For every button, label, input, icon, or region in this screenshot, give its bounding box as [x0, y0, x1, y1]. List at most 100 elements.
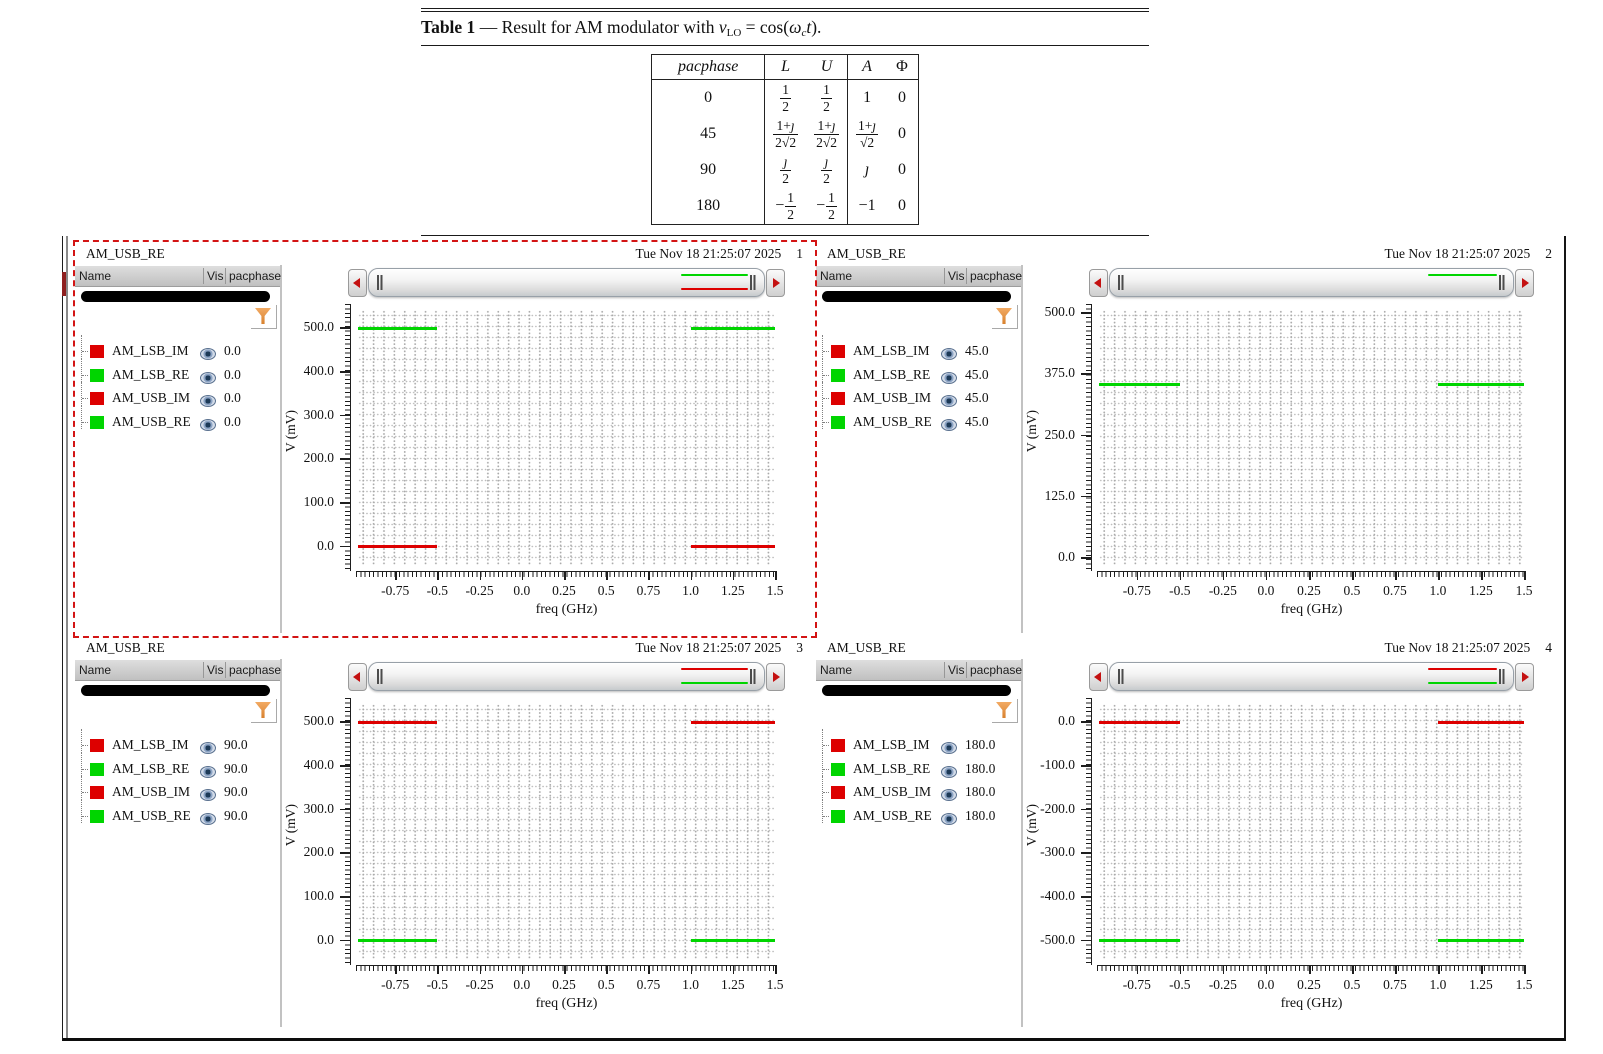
- scroll-right-arrow[interactable]: [1515, 663, 1534, 691]
- scroll-left-arrow[interactable]: [1089, 269, 1108, 297]
- scroll-right-arrow[interactable]: [766, 269, 785, 297]
- visibility-eye-icon[interactable]: [200, 395, 216, 407]
- signal-row[interactable]: AM_USB_IM 0.0: [81, 382, 278, 412]
- scrollbar-grip-right[interactable]: [1499, 275, 1501, 290]
- visibility-eye-icon[interactable]: [941, 395, 957, 407]
- collapsed-group-bar[interactable]: [81, 685, 270, 696]
- visibility-eye-icon[interactable]: [941, 371, 957, 384]
- waveform-trace[interactable]: [358, 326, 438, 330]
- scrollbar-track[interactable]: [1109, 662, 1514, 691]
- signal-color-swatch[interactable]: [831, 345, 845, 358]
- scrollbar[interactable]: [348, 661, 785, 691]
- signal-row[interactable]: AM_USB_RE 0.0: [81, 405, 278, 436]
- visibility-eye-icon[interactable]: [200, 812, 216, 825]
- signal-row[interactable]: AM_USB_IM 45.0: [822, 382, 1019, 412]
- signal-row[interactable]: AM_LSB_RE 180.0: [822, 752, 1019, 783]
- visibility-eye-icon[interactable]: [941, 812, 957, 825]
- waveform-trace[interactable]: [1437, 720, 1524, 724]
- scroll-left-arrow[interactable]: [1089, 663, 1108, 691]
- scrollbar-track[interactable]: [368, 268, 765, 297]
- legend-col-vis[interactable]: Vis: [207, 269, 224, 283]
- waveform-trace[interactable]: [1099, 939, 1180, 943]
- visibility-eye-icon[interactable]: [200, 789, 216, 801]
- visibility-eye-icon[interactable]: [941, 348, 957, 360]
- signal-color-swatch[interactable]: [90, 368, 104, 382]
- waveform-trace[interactable]: [690, 545, 775, 549]
- signal-color-swatch[interactable]: [831, 786, 845, 799]
- legend-col-vis[interactable]: Vis: [948, 663, 965, 677]
- scrollbar-grip-left[interactable]: [1118, 275, 1120, 290]
- plot-grid[interactable]: [358, 310, 775, 565]
- signal-color-swatch[interactable]: [831, 368, 845, 382]
- legend-col-pacphase[interactable]: pacphase: [229, 269, 282, 283]
- scrollbar[interactable]: [1089, 661, 1534, 691]
- visibility-eye-icon[interactable]: [941, 789, 957, 801]
- visibility-eye-icon[interactable]: [941, 418, 957, 431]
- collapsed-group-bar[interactable]: [81, 291, 270, 302]
- waveform-trace[interactable]: [358, 545, 438, 549]
- waveform-trace[interactable]: [1437, 939, 1524, 943]
- plot-grid[interactable]: [1099, 310, 1524, 565]
- visibility-eye-icon[interactable]: [200, 418, 216, 431]
- legend-col-pacphase[interactable]: pacphase: [970, 663, 1023, 677]
- collapsed-group-bar[interactable]: [822, 291, 1011, 302]
- waveform-trace[interactable]: [690, 326, 775, 330]
- signal-row[interactable]: AM_LSB_IM 0.0: [81, 335, 278, 365]
- scrollbar-grip-right[interactable]: [1499, 669, 1501, 684]
- legend-col-name[interactable]: Name: [79, 663, 112, 677]
- signal-row[interactable]: AM_USB_RE 180.0: [822, 799, 1019, 830]
- signal-color-swatch[interactable]: [90, 415, 104, 429]
- scrollbar[interactable]: [348, 267, 785, 297]
- signal-color-swatch[interactable]: [831, 739, 845, 752]
- legend-plot-splitter[interactable]: [1021, 265, 1023, 633]
- signal-row[interactable]: AM_LSB_RE 0.0: [81, 358, 278, 389]
- plot-grid[interactable]: [1099, 704, 1524, 959]
- signal-color-swatch[interactable]: [90, 809, 104, 823]
- scrollbar-grip-left[interactable]: [377, 275, 379, 290]
- scroll-left-arrow[interactable]: [348, 663, 367, 691]
- visibility-eye-icon[interactable]: [941, 765, 957, 778]
- signal-color-swatch[interactable]: [831, 415, 845, 429]
- signal-row[interactable]: AM_USB_IM 180.0: [822, 776, 1019, 806]
- visibility-eye-icon[interactable]: [200, 371, 216, 384]
- filter-button[interactable]: [992, 305, 1018, 329]
- signal-color-swatch[interactable]: [90, 345, 104, 358]
- signal-color-swatch[interactable]: [831, 762, 845, 776]
- scrollbar-grip-right[interactable]: [750, 669, 752, 684]
- legend-col-pacphase[interactable]: pacphase: [970, 269, 1023, 283]
- collapsed-group-bar[interactable]: [822, 685, 1011, 696]
- legend-plot-splitter[interactable]: [280, 265, 282, 633]
- signal-row[interactable]: AM_LSB_IM 180.0: [822, 729, 1019, 759]
- signal-row[interactable]: AM_USB_RE 90.0: [81, 799, 278, 830]
- legend-col-vis[interactable]: Vis: [948, 269, 965, 283]
- plot-grid[interactable]: [358, 704, 775, 959]
- visibility-eye-icon[interactable]: [941, 742, 957, 754]
- signal-row[interactable]: AM_USB_RE 45.0: [822, 405, 1019, 436]
- signal-color-swatch[interactable]: [90, 786, 104, 799]
- visibility-eye-icon[interactable]: [200, 742, 216, 754]
- filter-button[interactable]: [251, 305, 277, 329]
- scrollbar[interactable]: [1089, 267, 1534, 297]
- legend-plot-splitter[interactable]: [280, 659, 282, 1027]
- signal-color-swatch[interactable]: [90, 762, 104, 776]
- filter-button[interactable]: [251, 699, 277, 723]
- filter-button[interactable]: [992, 699, 1018, 723]
- legend-col-pacphase[interactable]: pacphase: [229, 663, 282, 677]
- scroll-right-arrow[interactable]: [766, 663, 785, 691]
- scrollbar-grip-right[interactable]: [750, 275, 752, 290]
- signal-color-swatch[interactable]: [831, 392, 845, 405]
- visibility-eye-icon[interactable]: [200, 765, 216, 778]
- visibility-eye-icon[interactable]: [200, 348, 216, 360]
- waveform-trace[interactable]: [1099, 720, 1180, 724]
- signal-row[interactable]: AM_USB_IM 90.0: [81, 776, 278, 806]
- signal-row[interactable]: AM_LSB_IM 45.0: [822, 335, 1019, 365]
- scroll-left-arrow[interactable]: [348, 269, 367, 297]
- signal-color-swatch[interactable]: [90, 392, 104, 405]
- scrollbar-track[interactable]: [368, 662, 765, 691]
- waveform-trace[interactable]: [1437, 383, 1524, 387]
- waveform-trace[interactable]: [690, 939, 775, 943]
- signal-row[interactable]: AM_LSB_RE 90.0: [81, 752, 278, 783]
- signal-color-swatch[interactable]: [831, 809, 845, 823]
- waveform-trace[interactable]: [358, 939, 438, 943]
- waveform-trace[interactable]: [1099, 383, 1180, 387]
